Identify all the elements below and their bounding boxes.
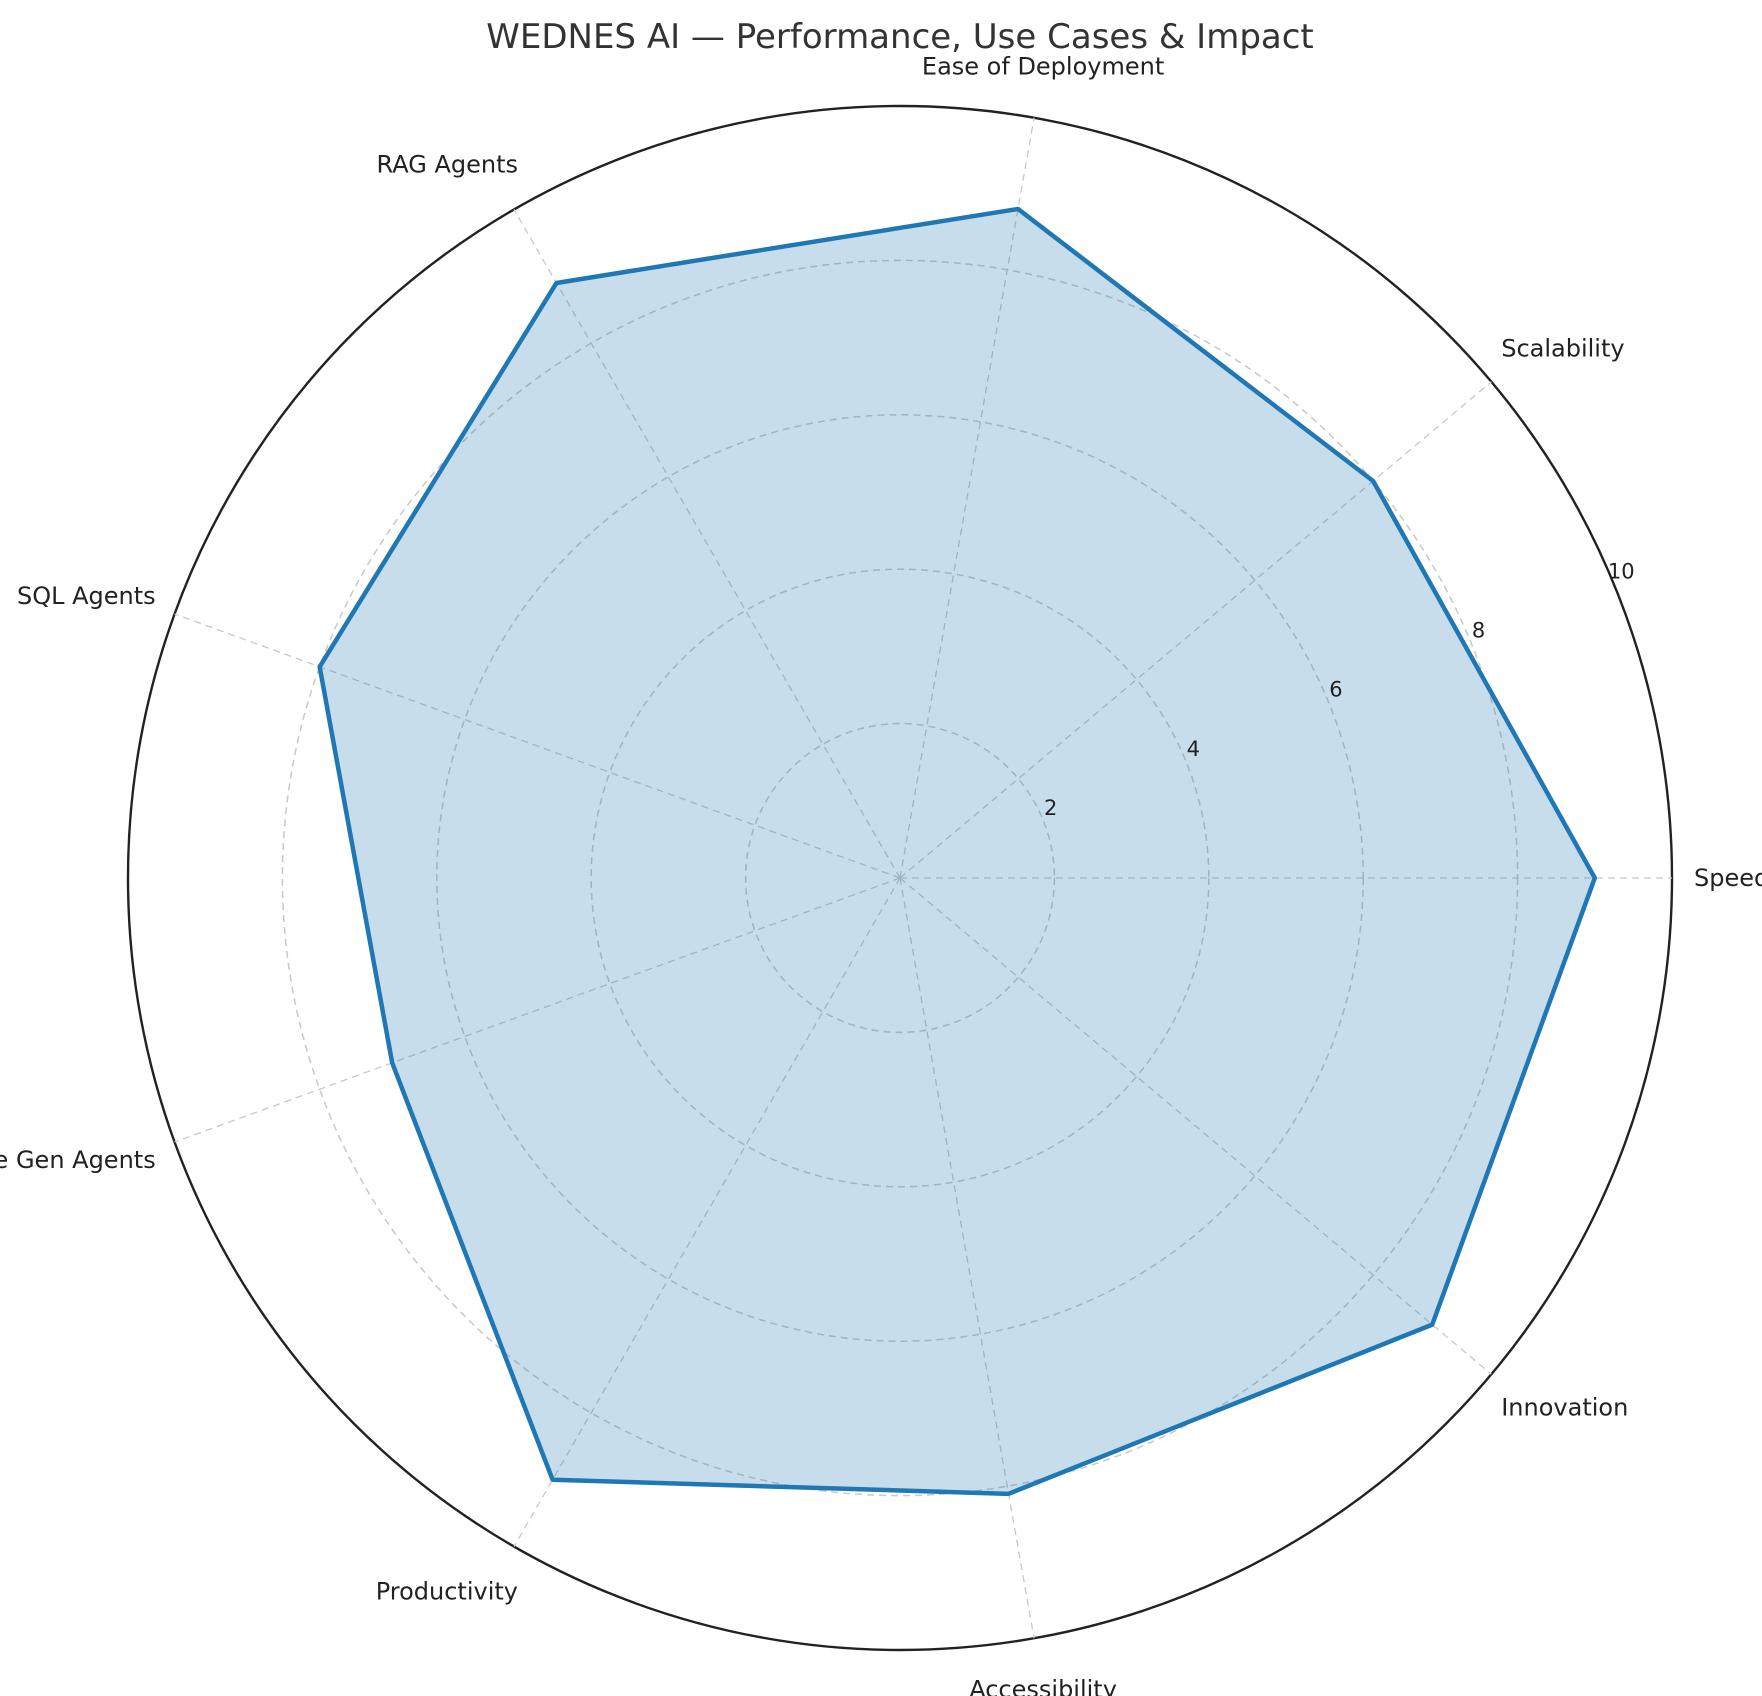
tick-label: 2 bbox=[1044, 796, 1057, 820]
grid-spoke bbox=[899, 877, 1035, 1639]
chart-title: WEDNES AI — Performance, Use Cases & Imp… bbox=[486, 17, 1314, 57]
grid-ring bbox=[744, 722, 1056, 1034]
axis-label: RAG Agents bbox=[377, 150, 518, 178]
axis-labels: Speed Scalability Ease of Deployment RAG Ag… bbox=[0, 53, 1762, 1696]
grid-ring bbox=[436, 414, 1364, 1342]
grid-ring bbox=[590, 568, 1210, 1188]
axis-label: Accessibility bbox=[969, 1675, 1117, 1696]
tick-label: 8 bbox=[1472, 619, 1485, 643]
series-layer bbox=[317, 206, 1598, 1497]
tick-labels: 2 4 6 8 10 bbox=[1044, 560, 1635, 820]
axis-label: Ease of Deployment bbox=[922, 53, 1164, 81]
tick-label: 10 bbox=[1608, 560, 1635, 584]
grid-spoke bbox=[174, 877, 901, 1143]
series-line bbox=[317, 206, 1598, 1497]
axis-label: Image Gen Agents bbox=[0, 1146, 156, 1174]
grid-spoke bbox=[899, 381, 1492, 879]
tick-label: 4 bbox=[1187, 737, 1200, 761]
axis-label: Innovation bbox=[1501, 1394, 1628, 1422]
grid-spoke bbox=[513, 209, 901, 879]
series-area bbox=[319, 208, 1595, 1494]
grid-spokes bbox=[174, 117, 1672, 1639]
tick-label: 6 bbox=[1329, 678, 1342, 702]
grid-spoke bbox=[899, 117, 1035, 879]
axis-label: Speed bbox=[1694, 864, 1762, 892]
axis-label: SQL Agents bbox=[17, 582, 156, 610]
grid-spoke bbox=[513, 877, 901, 1547]
grid-spoke bbox=[174, 613, 901, 879]
grid-spoke bbox=[899, 877, 1492, 1375]
axis-label: Scalability bbox=[1501, 334, 1624, 362]
axis-label: Productivity bbox=[376, 1578, 518, 1606]
